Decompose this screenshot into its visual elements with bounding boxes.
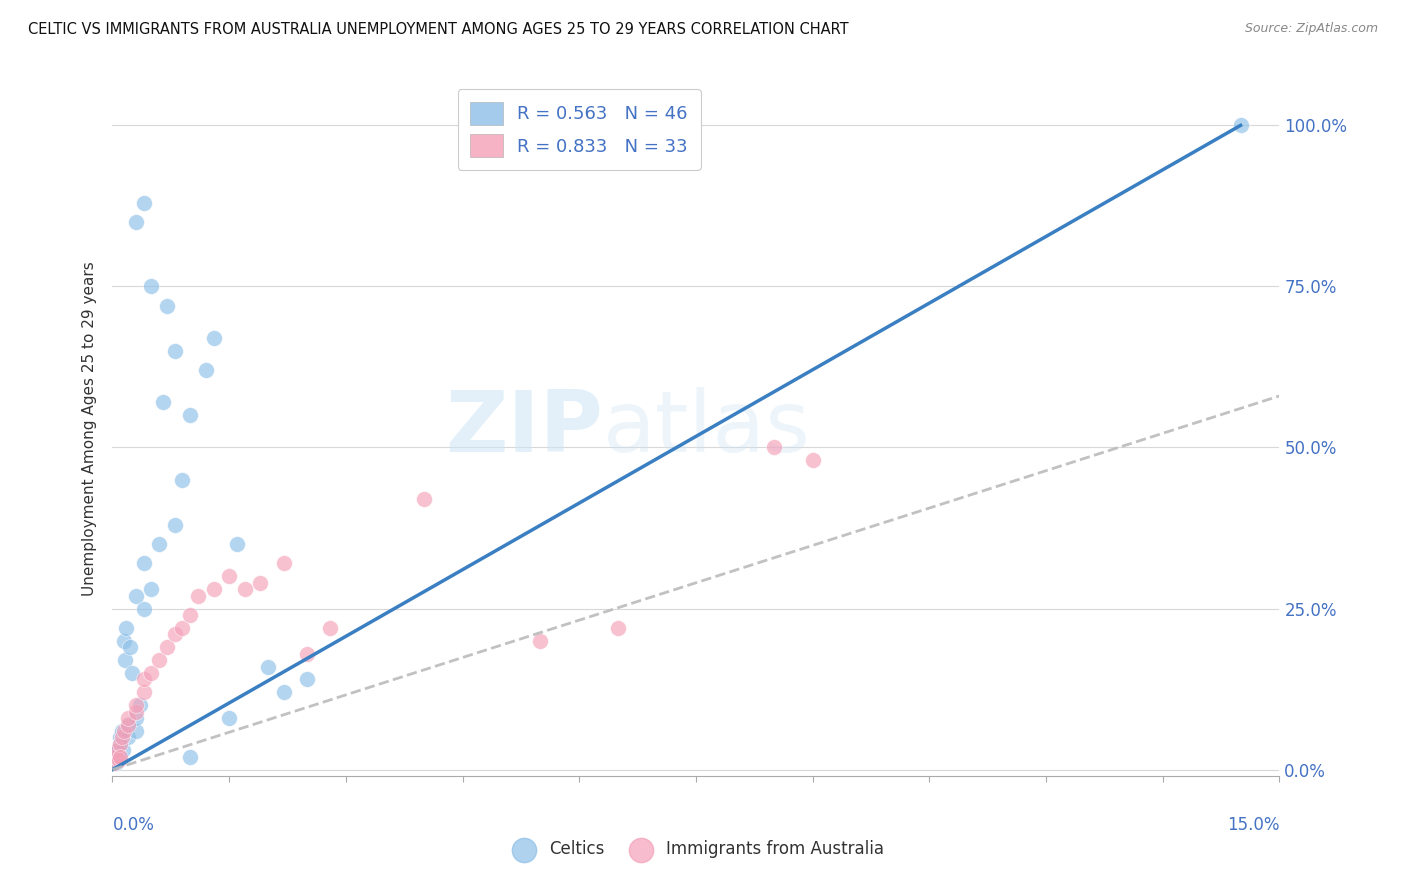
Point bbox=[202, 331, 225, 345]
Point bbox=[172, 621, 194, 635]
Point bbox=[104, 749, 127, 764]
Point bbox=[117, 717, 139, 731]
Point bbox=[762, 441, 785, 455]
Point bbox=[233, 582, 256, 597]
Text: CELTIC VS IMMIGRANTS FROM AUSTRALIA UNEMPLOYMENT AMONG AGES 25 TO 29 YEARS CORRE: CELTIC VS IMMIGRANTS FROM AUSTRALIA UNEM… bbox=[28, 22, 849, 37]
Point bbox=[107, 743, 129, 757]
Point bbox=[128, 698, 150, 713]
Point bbox=[110, 749, 132, 764]
Point bbox=[412, 491, 434, 506]
Point bbox=[110, 749, 132, 764]
Point bbox=[118, 640, 141, 655]
Point bbox=[218, 569, 240, 583]
Point bbox=[105, 747, 128, 761]
Point bbox=[125, 705, 148, 719]
Point bbox=[194, 363, 217, 377]
Point bbox=[179, 749, 201, 764]
Point bbox=[132, 195, 155, 210]
Point bbox=[141, 582, 163, 597]
Point bbox=[110, 737, 132, 751]
Point bbox=[107, 749, 129, 764]
Text: atlas: atlas bbox=[603, 386, 811, 470]
Point bbox=[103, 756, 125, 771]
Point bbox=[156, 640, 179, 655]
Text: 15.0%: 15.0% bbox=[1227, 816, 1279, 834]
Point bbox=[179, 409, 201, 423]
Point bbox=[226, 537, 249, 551]
Point bbox=[148, 537, 170, 551]
Point bbox=[117, 711, 139, 725]
Point bbox=[132, 673, 155, 687]
Point bbox=[111, 731, 134, 745]
Y-axis label: Unemployment Among Ages 25 to 29 years: Unemployment Among Ages 25 to 29 years bbox=[82, 260, 97, 596]
Point bbox=[801, 453, 824, 467]
Point bbox=[163, 627, 186, 641]
Point bbox=[110, 737, 132, 751]
Point bbox=[148, 653, 170, 667]
Point bbox=[179, 607, 201, 622]
Point bbox=[273, 557, 295, 571]
Text: Source: ZipAtlas.com: Source: ZipAtlas.com bbox=[1244, 22, 1378, 36]
Point bbox=[125, 711, 148, 725]
Point bbox=[273, 685, 295, 699]
Point bbox=[107, 753, 129, 767]
Point bbox=[141, 279, 163, 293]
Point bbox=[105, 743, 128, 757]
Point bbox=[125, 723, 148, 738]
Point bbox=[187, 589, 209, 603]
Point bbox=[104, 749, 127, 764]
Point bbox=[132, 685, 155, 699]
Point bbox=[172, 473, 194, 487]
Point bbox=[112, 633, 135, 648]
Point bbox=[125, 215, 148, 229]
Point bbox=[105, 749, 128, 764]
Point bbox=[117, 731, 139, 745]
Point bbox=[202, 582, 225, 597]
Point bbox=[295, 647, 318, 661]
Point bbox=[249, 575, 271, 590]
Point bbox=[104, 753, 127, 767]
Text: 0.0%: 0.0% bbox=[112, 816, 155, 834]
Point bbox=[163, 343, 186, 358]
Point bbox=[105, 756, 128, 771]
Point bbox=[152, 395, 174, 409]
Point bbox=[156, 299, 179, 313]
Point bbox=[110, 731, 132, 745]
Point bbox=[132, 557, 155, 571]
Point bbox=[117, 717, 139, 731]
Point bbox=[607, 621, 630, 635]
Point bbox=[295, 673, 318, 687]
Point bbox=[114, 653, 136, 667]
Point bbox=[125, 698, 148, 713]
Point bbox=[529, 633, 551, 648]
Point bbox=[218, 711, 240, 725]
Point bbox=[163, 517, 186, 532]
Point bbox=[112, 723, 135, 738]
Point bbox=[1229, 119, 1251, 133]
Point bbox=[103, 756, 125, 771]
Point bbox=[121, 665, 143, 680]
Legend: Celtics, Immigrants from Australia: Celtics, Immigrants from Australia bbox=[501, 834, 891, 865]
Text: ZIP: ZIP bbox=[444, 386, 603, 470]
Point bbox=[141, 665, 163, 680]
Point bbox=[319, 621, 342, 635]
Point bbox=[115, 621, 138, 635]
Point bbox=[111, 723, 134, 738]
Point bbox=[125, 589, 148, 603]
Point bbox=[132, 601, 155, 615]
Point bbox=[111, 743, 134, 757]
Point bbox=[257, 659, 280, 673]
